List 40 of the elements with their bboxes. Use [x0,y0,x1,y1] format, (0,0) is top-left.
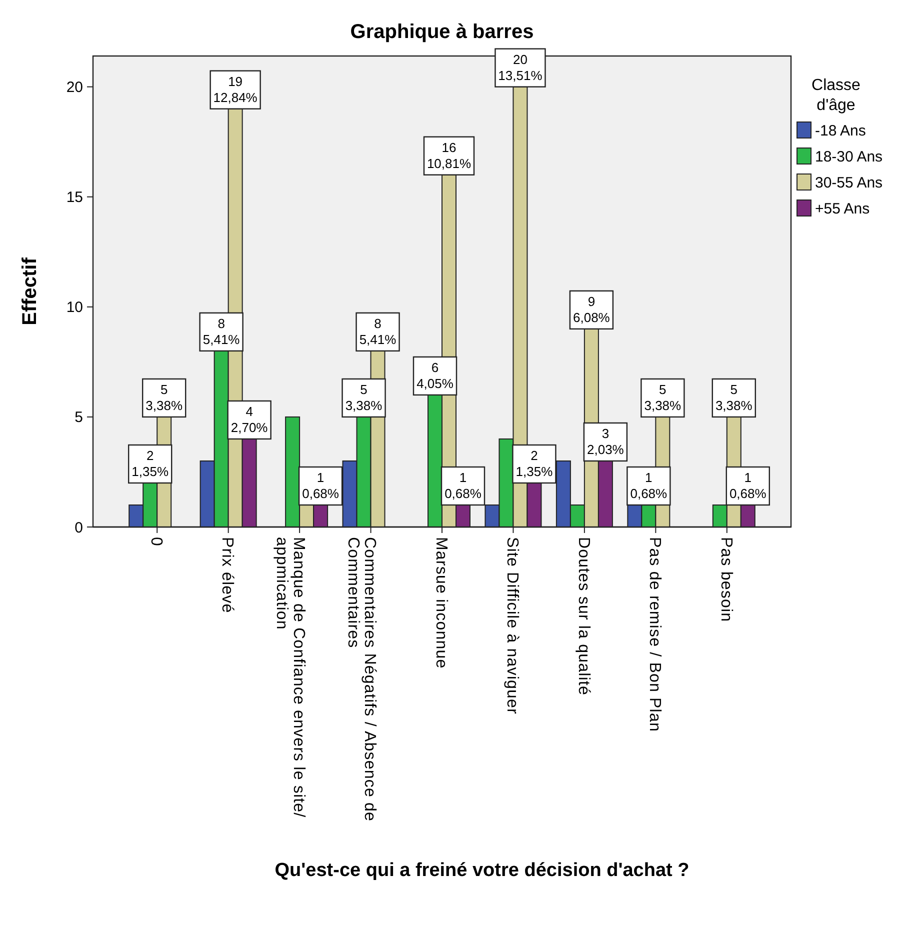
y-tick-label: 20 [66,79,83,96]
y-tick-label: 15 [66,189,83,206]
y-tick-label: 0 [74,519,83,536]
legend-label: 18-30 Ans [815,148,883,166]
data-label: 1 0,68% [729,470,767,501]
x-tick-label: Doutes sur la qualité [574,537,592,696]
x-tick-label: Site Difficile à naviguer [504,537,521,715]
data-label: 5 3,38% [644,382,682,413]
data-label: 3 2,03% [587,426,624,457]
legend-label: -18 Ans [815,122,866,140]
y-axis-title: Effectif [19,257,41,326]
x-tick-label: Pas besoin [717,537,734,622]
data-label: 19 12,84% [213,74,258,105]
data-label: 5 3,38% [715,382,753,413]
data-label: 1 0,68% [444,470,482,501]
legend-title: Classe d'âge [812,77,861,114]
data-label: 1 0,68% [630,470,668,501]
x-tick-label: Pas de remise / Bon Plan [646,537,664,732]
chart-title: Graphique à barres [350,21,534,43]
data-label: 8 5,41% [359,316,397,347]
y-tick-label: 5 [74,409,83,426]
data-label: 8 5,41% [202,316,240,347]
x-tick-label: Prix élevé [218,537,236,614]
data-label: 1 0,68% [302,470,340,501]
data-label: 9 6,08% [573,294,610,325]
x-tick-label: Marsue inconnue [432,537,450,669]
data-label: 5 3,38% [345,382,383,413]
data-label: 2 1,35% [516,448,554,479]
data-label: 6 4,05% [416,360,454,391]
data-label: 5 3,38% [146,382,183,413]
legend-label: +55 Ans [815,200,870,218]
data-label: 4 2,70% [230,404,268,435]
x-tick-label: Manque de Confiance envers le site/ appmication [273,537,307,818]
legend-label: 30-55 Ans [815,174,883,192]
x-tick-label: 0 [148,537,164,546]
data-label: 20 13,51% [498,52,543,83]
y-tick-label: 10 [66,299,83,316]
data-label: 16 10,81% [426,140,472,171]
x-axis-title: Qu'est-ce qui a freiné votre décision d'achat ? [274,860,690,881]
data-label: 2 1,35% [132,448,169,479]
